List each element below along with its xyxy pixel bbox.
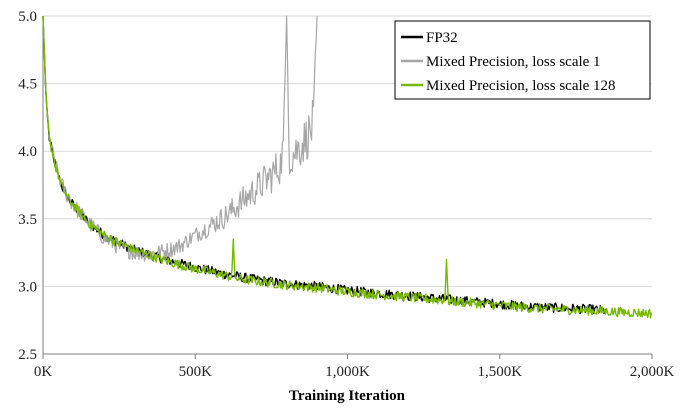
y-tick-label-0: 2.5 [18, 347, 37, 363]
legend-label-1: Mixed Precision, loss scale 1 [426, 54, 601, 70]
axes [42, 16, 653, 359]
y-tick-label-1: 3.0 [18, 279, 37, 295]
series-line-2 [42, 15, 653, 319]
x-tick-label-0: 0K [34, 364, 53, 380]
x-tick-label-3: 1,500K [477, 364, 522, 380]
x-tick-label-2: 1,000K [325, 364, 370, 380]
tick-labels: 2.5 3.0 3.5 4.0 4.5 5.0 0K 500K 1,000K 1,500K 2,00… [18, 9, 674, 380]
legend-label-0: FP32 [426, 30, 458, 46]
y-tick-label-2: 3.5 [18, 212, 37, 228]
series-lines [42, 15, 653, 319]
x-axis-title: Training Iteration [289, 388, 406, 404]
series-line-1 [42, 15, 318, 262]
legend-box [394, 20, 651, 100]
x-tick-label-4: 2,000K [630, 364, 675, 380]
y-tick-label-4: 4.5 [18, 77, 37, 93]
y-tick-label-5: 5.0 [18, 9, 37, 25]
legend: FP32 Mixed Precision, loss scale 1 Mixed P… [394, 20, 651, 100]
legend-label-2: Mixed Precision, loss scale 128 [426, 78, 616, 94]
y-tick-label-3: 4.0 [18, 144, 37, 160]
x-tick-label-1: 500K [179, 364, 213, 380]
